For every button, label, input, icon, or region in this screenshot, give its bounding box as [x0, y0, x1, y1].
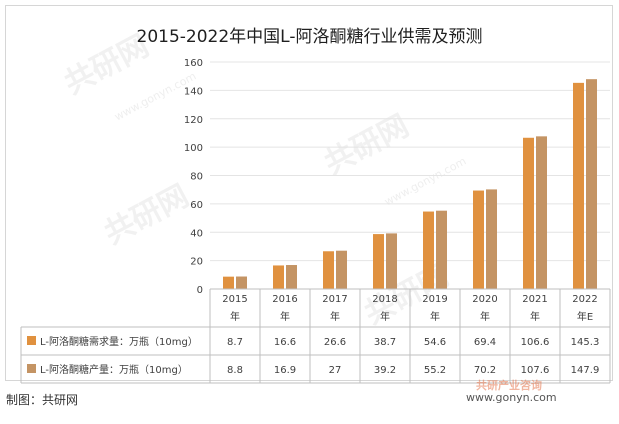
bar-production [486, 189, 497, 289]
data-label: 16.6 [274, 337, 296, 348]
x-tick-label: 年 [430, 310, 440, 323]
data-label: 39.2 [374, 365, 396, 376]
bar-production [336, 250, 347, 289]
data-label: 147.9 [571, 365, 600, 376]
data-label: 38.7 [374, 337, 396, 348]
x-tick-label: 2020 [472, 294, 497, 305]
bar-production [536, 136, 547, 289]
data-label: 27 [329, 365, 342, 376]
bars [223, 79, 597, 290]
y-tick-label: 100 [184, 143, 203, 154]
legend-swatch [27, 364, 36, 373]
data-label: 54.6 [424, 337, 446, 348]
data-label: 107.6 [521, 365, 550, 376]
bar-demand [223, 276, 234, 289]
x-tick-label: 年 [480, 310, 490, 323]
bar-production [386, 233, 397, 289]
data-label: 55.2 [424, 365, 446, 376]
data-label: 69.4 [474, 337, 496, 348]
x-tick-label: 年 [380, 310, 390, 323]
x-tick-label: 年 [230, 310, 240, 323]
x-tick-label: 年 [280, 310, 290, 323]
data-label: 8.7 [227, 337, 243, 348]
data-label: 145.3 [571, 337, 600, 348]
x-tick-label: 2019 [422, 294, 447, 305]
bar-demand [473, 190, 484, 289]
x-tick-label: 2017 [322, 294, 347, 305]
bar-demand [423, 211, 434, 289]
bar-demand [323, 251, 334, 289]
x-tick-label: 年 [530, 310, 540, 323]
y-axis-ticks: 0 20 40 60 80 100 120 140 160 [184, 58, 203, 296]
y-tick-label: 160 [184, 58, 203, 69]
data-label: 16.9 [274, 365, 296, 376]
data-label: 26.6 [324, 337, 346, 348]
x-tick-label: 2015 [222, 294, 247, 305]
legend-label: L-阿洛酮糖需求量：万瓶（10mg） [40, 335, 198, 348]
data-label: 70.2 [474, 365, 496, 376]
bar-production [586, 79, 597, 290]
bar-demand [373, 234, 384, 289]
chart-title: 2015-2022年中国L-阿洛酮糖行业供需及预测 [136, 27, 483, 47]
bar-production [436, 210, 447, 289]
x-tick-label: 年 [330, 310, 340, 323]
x-tick-label: 2018 [372, 294, 397, 305]
brand-logo: 共研产业咨询 [476, 379, 542, 392]
legend-label: L-阿洛酮糖产量：万瓶（10mg） [40, 363, 188, 376]
x-tick-label: 2021 [522, 294, 547, 305]
data-label: 106.6 [521, 337, 550, 348]
y-tick-label: 60 [190, 200, 203, 211]
brand-site: www.gonyn.com [466, 391, 557, 404]
bar-demand [573, 82, 584, 289]
legend-swatch [27, 336, 36, 345]
bar-demand [523, 137, 534, 289]
y-tick-label: 20 [190, 257, 203, 268]
bar-production [236, 276, 247, 289]
y-tick-label: 120 [184, 115, 203, 126]
x-tick-label: 年E [577, 310, 593, 323]
y-tick-label: 40 [190, 228, 203, 239]
x-tick-label: 2016 [272, 294, 297, 305]
x-tick-label: 2022 [572, 294, 597, 305]
gridlines [210, 61, 610, 262]
chart-frame [5, 5, 613, 381]
bar-demand [273, 265, 284, 289]
data-label: 8.8 [227, 365, 243, 376]
y-tick-label: 0 [197, 285, 203, 296]
y-tick-label: 140 [184, 86, 203, 97]
source-note: 制图：共研网 [6, 393, 79, 407]
bar-production [286, 265, 297, 289]
y-tick-label: 80 [190, 172, 203, 183]
data-table: 2015 年 2016 年 2017 年 2018 年 2019 年 2020 年 2021 年 2022 年… [20, 288, 611, 384]
